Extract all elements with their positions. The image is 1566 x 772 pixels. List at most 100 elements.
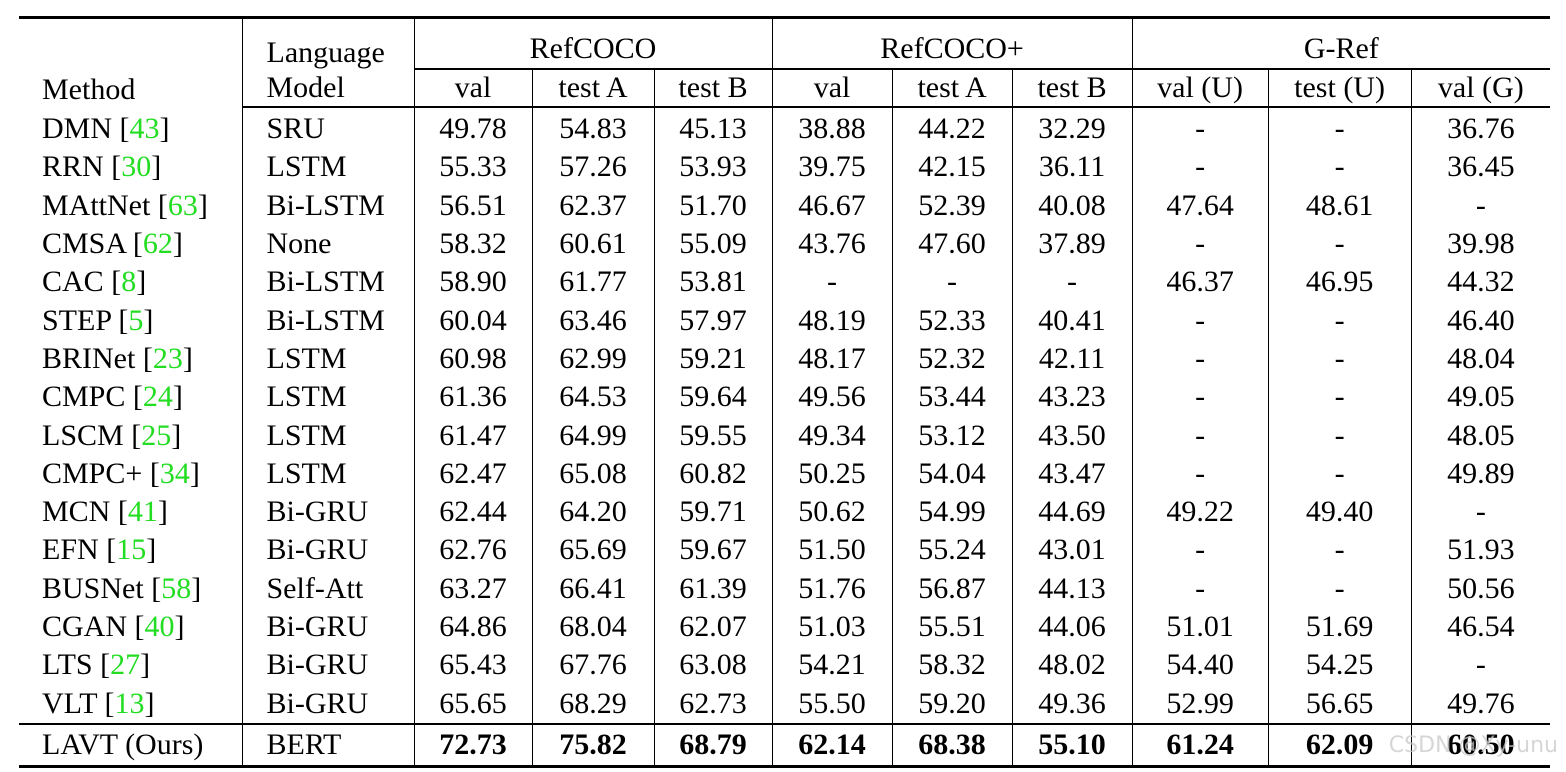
value-cell: 63.08 bbox=[654, 646, 773, 685]
gref-group-label: G-Ref bbox=[1132, 32, 1551, 69]
citation-link[interactable]: 27 bbox=[110, 648, 141, 682]
value-cell: 64.86 bbox=[414, 607, 533, 647]
gref-group-header: G-Ref bbox=[1132, 16, 1551, 70]
language-model-cell: LSTM bbox=[242, 454, 415, 493]
citation-link[interactable]: 58 bbox=[161, 571, 192, 605]
value-cell: 43.50 bbox=[1012, 416, 1133, 455]
citation-link[interactable]: 8 bbox=[121, 265, 137, 299]
value-cell: 54.40 bbox=[1132, 646, 1269, 685]
value-cell: 40.08 bbox=[1012, 186, 1133, 225]
citation-close-bracket: ] bbox=[140, 648, 151, 682]
value-cell: 42.15 bbox=[892, 148, 1013, 187]
value-cell-bold: 60.50 bbox=[1411, 722, 1551, 768]
value-cell: 52.39 bbox=[892, 186, 1013, 225]
value-cell: 49.89 bbox=[1447, 456, 1515, 490]
citation-link[interactable]: 62 bbox=[142, 227, 173, 261]
results-table: Method Language RefCOCO RefCOCO+ G-Ref M… bbox=[19, 16, 1551, 768]
table-row: MCN [41] Bi-GRU 62.44 64.20 59.71 50.62 54.99 4… bbox=[19, 492, 1550, 532]
citation-link[interactable]: 15 bbox=[116, 533, 147, 567]
method-name: CMSA bbox=[42, 227, 126, 261]
table-row: CAC [8] Bi-LSTM 58.90 61.77 53.81- - -46.37 46.… bbox=[19, 263, 1550, 302]
value-cell-bold: 61.24 bbox=[1132, 722, 1269, 768]
value-cell: - bbox=[1132, 569, 1269, 608]
value-cell: 43.23 bbox=[1012, 378, 1133, 417]
citation-close-bracket: ] bbox=[182, 341, 193, 375]
value-cell: 61.36 bbox=[414, 378, 533, 417]
method-name: CMPC+ bbox=[42, 456, 143, 490]
value-cell: 44.06 bbox=[1012, 607, 1133, 647]
citation-link[interactable]: 5 bbox=[128, 303, 144, 337]
value-cell: 61.77 bbox=[532, 263, 655, 302]
subcol-header: test (U) bbox=[1268, 69, 1412, 108]
citation-open-bracket: [ bbox=[98, 533, 117, 567]
citation-link[interactable]: 34 bbox=[159, 456, 190, 490]
method-name: DMN bbox=[42, 111, 113, 145]
value-cell: 59.67 bbox=[654, 531, 773, 570]
value-cell: 58.32 bbox=[414, 224, 533, 264]
value-cell-bold: 75.82 bbox=[532, 722, 655, 768]
value-cell: - bbox=[1268, 531, 1412, 570]
value-cell: - bbox=[1132, 107, 1269, 149]
watermark: CSDN @Xy-unu bbox=[1388, 733, 1558, 758]
value-cell: 53.81 bbox=[654, 263, 773, 302]
method-cell: MAttNet [63] bbox=[19, 186, 243, 225]
value-cell-bold: 55.10 bbox=[1012, 722, 1133, 768]
value-cell: 49.40 bbox=[1268, 492, 1412, 532]
value-cell: 64.53 bbox=[532, 378, 655, 417]
method-name: EFN bbox=[42, 533, 99, 567]
citation-link[interactable]: 25 bbox=[141, 418, 172, 452]
citation-link[interactable]: 13 bbox=[114, 686, 145, 720]
method-name: CGAN bbox=[42, 610, 128, 643]
citation-link[interactable]: 24 bbox=[142, 380, 173, 414]
citation-link[interactable]: 41 bbox=[127, 495, 158, 529]
citation-link[interactable]: 63 bbox=[167, 188, 198, 222]
value-cell: 55.50 bbox=[772, 684, 893, 724]
citation-link[interactable]: 43 bbox=[129, 111, 160, 145]
value-cell: 54.99 bbox=[892, 492, 1013, 532]
value-cell: 36.76 bbox=[1447, 112, 1515, 146]
value-cell: - bbox=[1268, 569, 1412, 608]
language-model-cell: Bi-GRU bbox=[242, 531, 415, 570]
refcocoplus-group-label: RefCOCO+ bbox=[772, 32, 1132, 69]
value-cell: 49.56 bbox=[772, 378, 893, 417]
value-cell: 48.17 bbox=[772, 339, 893, 379]
value-cell: 49.22 bbox=[1132, 492, 1269, 532]
value-cell: 48.04 bbox=[1447, 341, 1515, 375]
value-cell: 62.07 bbox=[654, 607, 773, 647]
value-cell: 47.64 bbox=[1132, 186, 1269, 225]
method-name: STEP bbox=[42, 303, 111, 337]
value-cell: 44.22 bbox=[892, 107, 1013, 149]
method-cell: STEP [5] bbox=[19, 301, 243, 340]
citation-close-bracket: ] bbox=[189, 456, 200, 490]
method-cell: LAVT (Ours) bbox=[19, 722, 243, 768]
table-row-ours: LAVT (Ours) BERT 72.73 75.82 68.79 62.14 68.38… bbox=[19, 722, 1551, 768]
value-cell: 43.76 bbox=[772, 224, 893, 264]
table-row: BRINet [23] LSTM 60.98 62.99 59.21 48.17 52.32… bbox=[19, 339, 1550, 379]
value-cell: 51.01 bbox=[1132, 607, 1269, 647]
value-cell: - bbox=[1268, 454, 1412, 493]
method-name: VLT bbox=[42, 686, 98, 720]
citation-link[interactable]: 40 bbox=[144, 610, 175, 643]
value-cell: - bbox=[1012, 263, 1133, 302]
citation-link[interactable]: 30 bbox=[121, 150, 152, 184]
value-cell: 44.32 bbox=[1447, 265, 1515, 299]
value-cell: 49.05 bbox=[1447, 380, 1515, 414]
value-cell: 43.01 bbox=[1012, 531, 1133, 570]
citation-close-bracket: ] bbox=[159, 111, 170, 145]
method-name: RRN bbox=[42, 150, 104, 184]
citation-close-bracket: ] bbox=[146, 533, 157, 567]
value-cell: 56.51 bbox=[414, 186, 533, 225]
table-row: CMPC [24] LSTM 61.36 64.53 59.64 49.56 53.44 43… bbox=[19, 378, 1550, 417]
header-row-1: Method Language RefCOCO RefCOCO+ G-Ref bbox=[19, 16, 1551, 107]
citation-open-bracket: [ bbox=[110, 495, 128, 529]
value-cell: 58.90 bbox=[414, 263, 533, 302]
citation-link[interactable]: 23 bbox=[152, 341, 183, 375]
citation-open-bracket: [ bbox=[103, 150, 122, 184]
method-cell: BRINet [23] bbox=[19, 339, 243, 379]
value-cell: 39.75 bbox=[772, 148, 893, 187]
table-row: LTS [27] Bi-GRU 65.43 67.76 63.08 54.21 58.32 4… bbox=[19, 646, 1550, 685]
value-cell: 55.51 bbox=[892, 607, 1013, 647]
value-cell: - bbox=[1268, 416, 1412, 455]
method-cell: RRN [30] bbox=[19, 148, 243, 187]
table-row: RRN [30] LSTM 55.33 57.26 53.93 39.75 42.15 36.… bbox=[19, 148, 1550, 187]
